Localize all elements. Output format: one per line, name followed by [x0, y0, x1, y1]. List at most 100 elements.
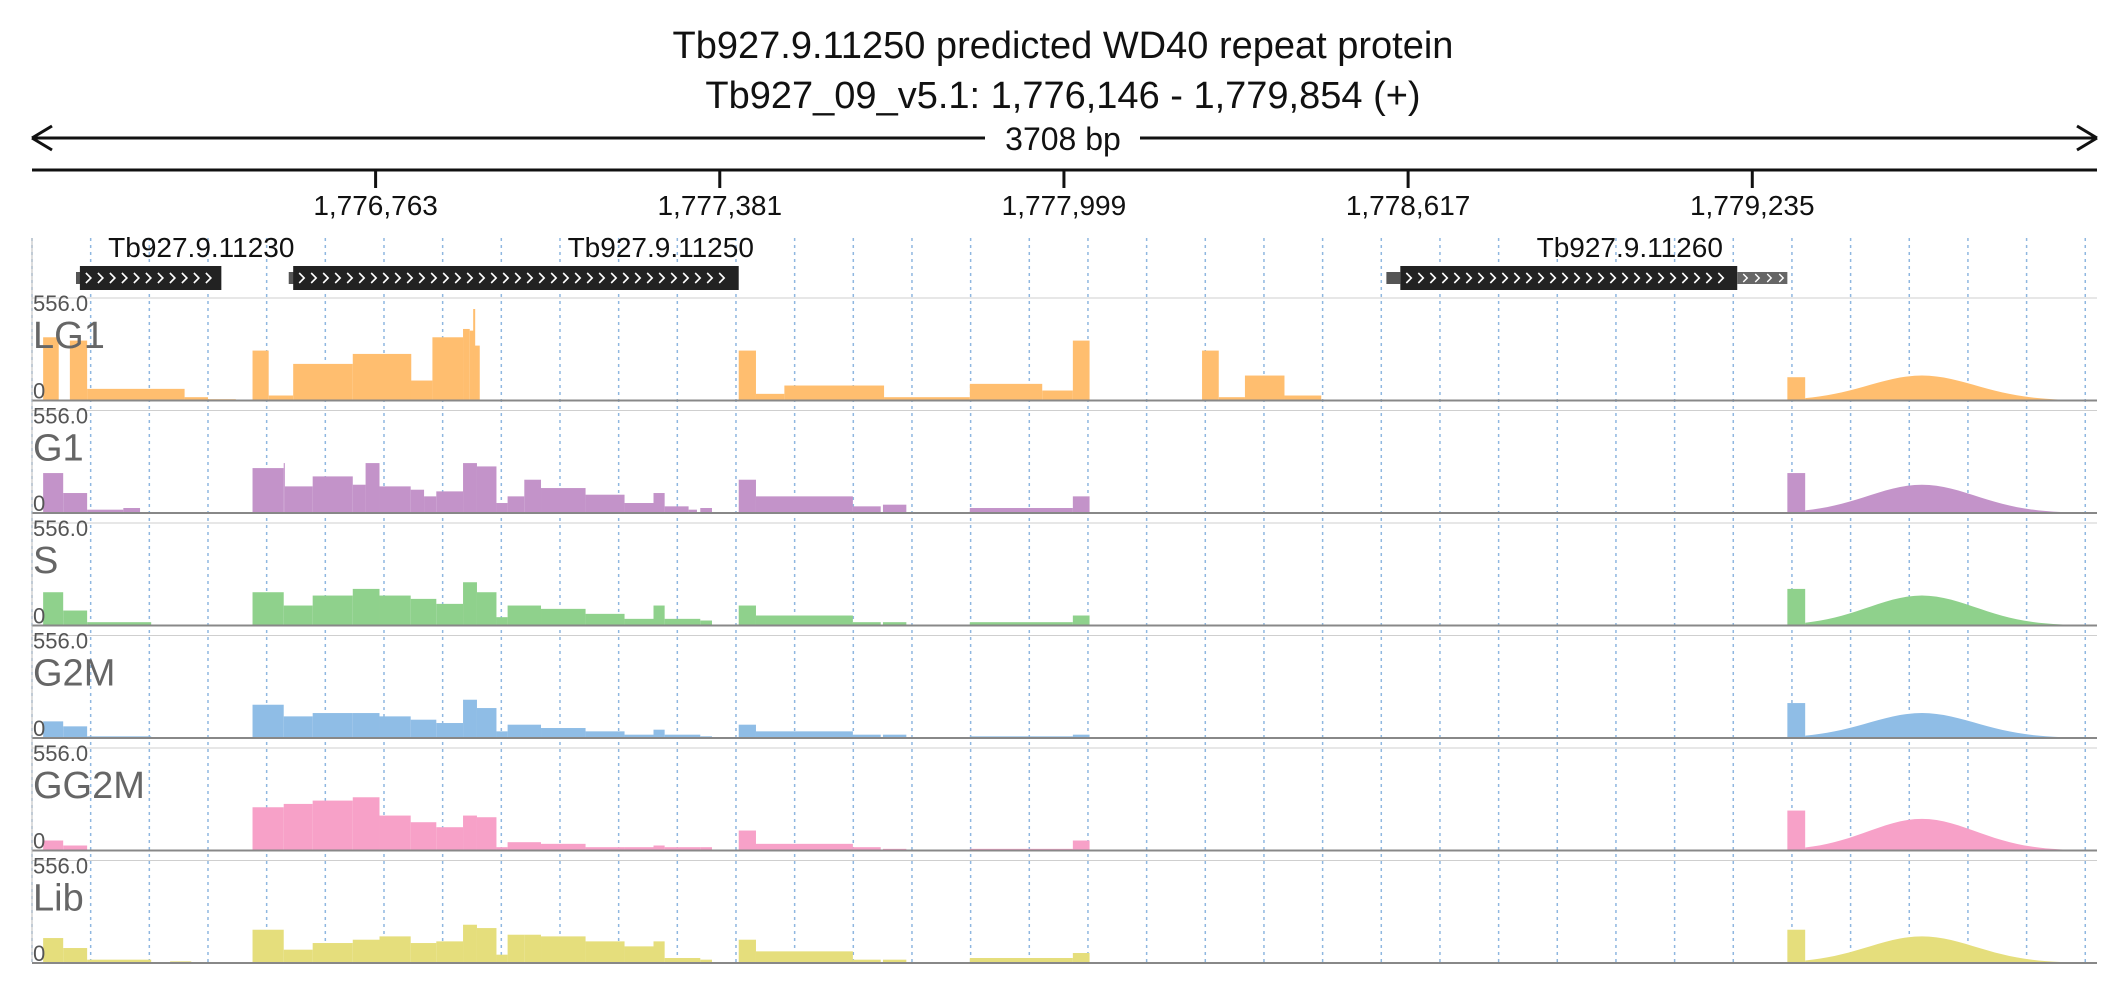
coverage-bar [463, 924, 477, 963]
coverage-bar [884, 397, 970, 401]
strand-arrow [1621, 272, 1629, 284]
coverage-bar [410, 598, 437, 626]
gene-label: Tb927.9.11230 [108, 232, 294, 263]
coverage-bar [410, 943, 437, 963]
strand-arrow [1778, 273, 1785, 283]
strand-arrow [442, 272, 450, 284]
strand-arrow [1501, 272, 1509, 284]
coverage-bar [507, 605, 542, 626]
strand-arrow [1513, 272, 1521, 284]
coverage-bar [852, 622, 881, 626]
coverage-bar [541, 488, 586, 513]
strand-arrow [1405, 272, 1413, 284]
coverage-bar [43, 473, 64, 513]
coverage-bar [43, 592, 64, 626]
coverage-bar [738, 605, 756, 626]
strand-arrow [193, 272, 201, 284]
strand-arrow [502, 272, 510, 284]
strand-arrow [670, 272, 678, 284]
coverage-bar [1787, 473, 1806, 513]
coverage-bar [252, 807, 284, 851]
y-max-label: 556.0 [33, 741, 88, 766]
x-tick-label: 1,778,617 [1346, 190, 1471, 221]
x-tick-label: 1,777,999 [1002, 190, 1127, 221]
y-max-label: 556.0 [33, 516, 88, 541]
coverage-bar [585, 494, 625, 513]
figure-title-line1: Tb927.9.11250 predicted WD40 repeat prot… [673, 25, 1454, 67]
coverage-bar [1072, 953, 1090, 963]
y-min-label: 0 [33, 829, 45, 854]
gene-cds [293, 266, 739, 290]
coverage-bar [664, 958, 701, 963]
strand-arrow [634, 272, 642, 284]
coverage-bar [784, 385, 885, 401]
strand-arrow [430, 272, 438, 284]
coverage-bar [379, 815, 411, 851]
y-max-label: 556.0 [33, 629, 88, 654]
coverage-bar [700, 620, 712, 626]
coverage-bar [688, 509, 697, 513]
coverage-bar [436, 941, 464, 963]
coverage-bar [1787, 929, 1806, 963]
track-name-label: G2M [33, 653, 115, 695]
strand-arrow [622, 272, 630, 284]
coverage-bar [293, 363, 353, 401]
coverage-bar [87, 622, 152, 626]
coverage-bar [624, 618, 654, 626]
coverage-bar [496, 503, 508, 513]
coverage-bar [969, 383, 1043, 401]
coverage-bar [585, 941, 625, 963]
strand-arrow [205, 272, 213, 284]
track-name-label: LG1 [33, 315, 105, 357]
coverage-bar [1218, 397, 1245, 401]
coverage-bar [1202, 350, 1219, 401]
coverage-bar [653, 941, 665, 963]
coverage-bar [87, 959, 152, 963]
coverage-bar [379, 716, 411, 738]
strand-arrow [1561, 272, 1569, 284]
y-max-label: 556.0 [33, 291, 88, 316]
coverage-bar [469, 330, 475, 401]
strand-arrow [181, 272, 189, 284]
coverage-bar [410, 380, 433, 401]
coverage-bar [1787, 810, 1806, 851]
coverage-bar [882, 504, 907, 513]
coverage-bar [432, 337, 464, 401]
coverage-bar [852, 734, 881, 738]
coverage-bar [507, 842, 542, 851]
track-name-label: S [33, 540, 58, 582]
strand-arrow [1417, 272, 1425, 284]
strand-arrow [706, 272, 714, 284]
coverage-bar [585, 613, 625, 626]
coverage-bar [541, 843, 586, 851]
strand-arrow [514, 272, 522, 284]
strand-arrow [1465, 272, 1473, 284]
strand-arrow [1766, 273, 1773, 283]
coverage-bar [852, 959, 881, 963]
span-arrowhead-right [2076, 124, 2098, 152]
coverage-bar [1042, 390, 1073, 401]
coverage-bar [352, 713, 380, 738]
strand-arrow [586, 272, 594, 284]
coverage-bar [524, 479, 542, 513]
track-name-label: G1 [33, 428, 84, 470]
coverage-bar [87, 388, 185, 401]
strand-arrow [1717, 272, 1725, 284]
coverage-bar [653, 729, 665, 738]
strand-arrow [694, 272, 702, 284]
y-max-label: 556.0 [33, 404, 88, 429]
coverage-bar [653, 605, 665, 626]
coverage-bar [755, 615, 853, 626]
strand-arrow [538, 272, 546, 284]
strand-arrow [1441, 272, 1449, 284]
coverage-bar [969, 622, 1073, 626]
strand-arrow [109, 272, 117, 284]
strand-arrow [85, 272, 93, 284]
coverage-bar [365, 463, 380, 513]
coverage-bar [700, 959, 712, 963]
coverage-bar [424, 496, 437, 513]
gene-models: Tb927.9.11230 Tb927.9.11250 Tb927.9.11260 [75, 232, 1788, 290]
coverage-bar [1072, 615, 1090, 626]
x-tick-label: 1,779,235 [1690, 190, 1815, 221]
